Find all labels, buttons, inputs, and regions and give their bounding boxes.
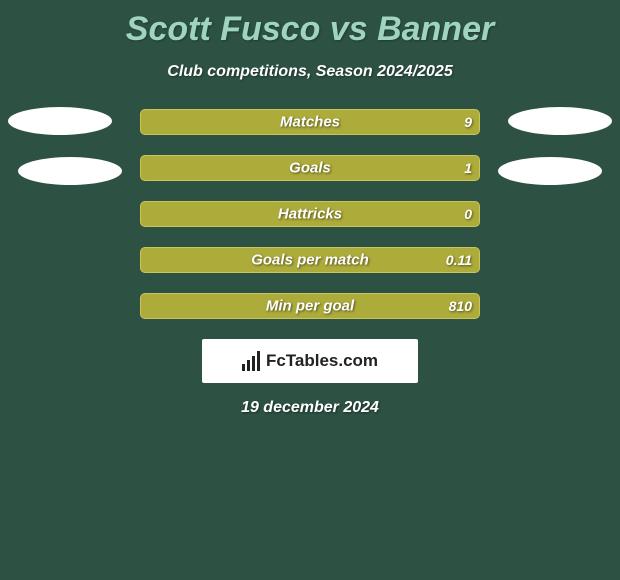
chart-icon: [242, 351, 260, 371]
player-left-avatar-placeholder: [8, 107, 112, 135]
stat-label: Goals: [289, 160, 331, 177]
stat-label: Hattricks: [278, 206, 342, 223]
page-subtitle: Club competitions, Season 2024/2025: [0, 63, 620, 81]
stat-row-matches: Matches 9: [140, 109, 480, 135]
club-left-logo-placeholder: [18, 157, 122, 185]
stat-value-right: 9: [464, 114, 472, 130]
stat-row-goals-per-match: Goals per match 0.11: [140, 247, 480, 273]
date-line: 19 december 2024: [0, 399, 620, 417]
player-right-avatar-placeholder: [508, 107, 612, 135]
stat-label: Matches: [280, 114, 340, 131]
stat-row-hattricks: Hattricks 0: [140, 201, 480, 227]
stat-label: Min per goal: [266, 298, 354, 315]
stat-value-right: 1: [464, 160, 472, 176]
page-title: Scott Fusco vs Banner: [0, 0, 620, 49]
comparison-chart: Matches 9 Goals 1 Hattricks 0 Goals per …: [0, 109, 620, 319]
club-right-logo-placeholder: [498, 157, 602, 185]
logo-text: FcTables.com: [266, 351, 378, 371]
stat-row-min-per-goal: Min per goal 810: [140, 293, 480, 319]
stat-value-right: 0.11: [446, 252, 472, 268]
stat-bars: Matches 9 Goals 1 Hattricks 0 Goals per …: [140, 109, 480, 319]
stat-label: Goals per match: [251, 252, 369, 269]
fctables-logo: FcTables.com: [202, 339, 418, 383]
stat-value-right: 810: [449, 298, 472, 314]
stat-row-goals: Goals 1: [140, 155, 480, 181]
stat-value-right: 0: [464, 206, 472, 222]
